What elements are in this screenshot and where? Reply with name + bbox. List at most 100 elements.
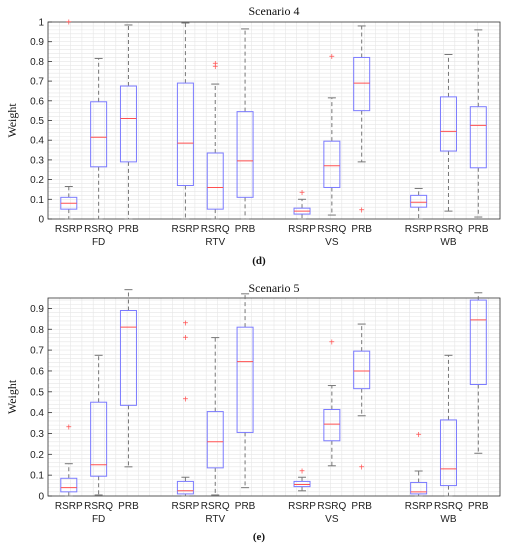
box-body bbox=[236, 326, 254, 433]
box-body bbox=[60, 477, 78, 493]
x-tick-label: RSRP bbox=[405, 224, 433, 235]
y-tick-label: 0.4 bbox=[30, 136, 44, 147]
x-tick-label: PRB bbox=[118, 501, 139, 512]
box-body bbox=[410, 481, 428, 495]
y-tick-label: 1 bbox=[38, 18, 44, 29]
box-body bbox=[176, 480, 194, 495]
box-body bbox=[410, 194, 428, 208]
box-body bbox=[439, 96, 457, 152]
box-vs-prb: + bbox=[353, 25, 371, 217]
y-tick-label: 0 bbox=[38, 492, 44, 503]
outlier-marker: + bbox=[212, 62, 218, 73]
y-tick-label: 0.5 bbox=[30, 387, 44, 398]
box-fd-rsrp: + bbox=[60, 423, 78, 497]
y-axis-label: Weight bbox=[5, 379, 19, 414]
chart-title: Scenario 5 bbox=[249, 281, 300, 295]
outlier-marker: + bbox=[182, 333, 188, 344]
x-tick-label: RSRQ bbox=[434, 501, 463, 512]
x-tick-label: PRB bbox=[468, 224, 489, 235]
box-wb-rsrp bbox=[410, 187, 428, 220]
box-vs-rsrp: + bbox=[293, 466, 311, 492]
x-tick-label: RSRP bbox=[55, 501, 83, 512]
box-body bbox=[119, 310, 137, 406]
x-tick-label: RSRQ bbox=[84, 501, 113, 512]
group-label: RTV bbox=[205, 514, 225, 525]
box-vs-rsrp: + bbox=[293, 188, 311, 220]
chart-title: Scenario 4 bbox=[249, 4, 300, 18]
outlier-marker: + bbox=[182, 395, 188, 406]
outlier-marker: + bbox=[182, 319, 188, 330]
box-rtv-rsrq: ++ bbox=[206, 59, 224, 220]
x-tick-label: RSRP bbox=[405, 501, 433, 512]
box-rtv-rsrq bbox=[206, 337, 224, 496]
box-fd-rsrq bbox=[90, 354, 108, 496]
outlier-marker: + bbox=[299, 466, 305, 477]
outlier-marker: + bbox=[212, 59, 218, 70]
box-wb-prb bbox=[469, 292, 487, 454]
group-label: WB bbox=[440, 514, 456, 525]
box-body bbox=[90, 401, 108, 477]
y-axis-label: Weight bbox=[5, 103, 19, 138]
box-rtv-prb bbox=[236, 28, 254, 220]
box-wb-rsrp: + bbox=[410, 430, 428, 497]
box-vs-rsrq: + bbox=[323, 337, 341, 467]
box-rtv-prb bbox=[236, 293, 254, 489]
panel-label: (d) bbox=[252, 255, 266, 267]
outlier-marker: + bbox=[66, 18, 72, 29]
box-body bbox=[206, 411, 224, 469]
grid bbox=[47, 298, 501, 497]
outlier-marker: + bbox=[416, 430, 422, 441]
x-tick-label: RSRQ bbox=[201, 501, 230, 512]
y-tick-label: 0.9 bbox=[30, 304, 44, 315]
box-vs-prb: + bbox=[353, 323, 371, 473]
box-wb-prb bbox=[469, 29, 487, 218]
group-label: RTV bbox=[205, 237, 225, 248]
x-tick-label: PRB bbox=[351, 224, 372, 235]
y-tick-label: 0.7 bbox=[30, 77, 44, 88]
box-fd-prb bbox=[119, 24, 137, 220]
y-tick-label: 0.6 bbox=[30, 366, 44, 377]
x-tick-label: RSRQ bbox=[434, 224, 463, 235]
box-body bbox=[323, 140, 341, 188]
group-label: FD bbox=[92, 514, 105, 525]
box-body bbox=[90, 101, 108, 168]
box-body bbox=[323, 409, 341, 442]
x-tick-label: RSRQ bbox=[317, 501, 346, 512]
y-tick-label: 0.1 bbox=[30, 195, 44, 206]
x-tick-label: RSRP bbox=[55, 224, 83, 235]
outlier-marker: + bbox=[66, 423, 72, 434]
x-tick-label: PRB bbox=[235, 501, 256, 512]
y-tick-label: 0.2 bbox=[30, 450, 44, 461]
outlier-marker: + bbox=[299, 188, 305, 199]
y-tick-label: 0.3 bbox=[30, 429, 44, 440]
box-body bbox=[439, 419, 457, 487]
y-tick-label: 0 bbox=[38, 215, 44, 226]
panel-scenario-4: 0 0.1 0.2 0.3 0.4 0.5 0.6 0.7 0.8 0.9 1 Scenario 4 W… bbox=[5, 4, 501, 267]
x-tick-label: RSRP bbox=[288, 501, 316, 512]
y-tick-label: 0.2 bbox=[30, 175, 44, 186]
y-tick-label: 0.6 bbox=[30, 96, 44, 107]
x-tick-label: PRB bbox=[118, 224, 139, 235]
y-tick-label: 0.7 bbox=[30, 346, 44, 357]
x-tick-label: RSRP bbox=[172, 501, 200, 512]
panel-label: (e) bbox=[253, 531, 266, 543]
x-tick-label: RSRQ bbox=[317, 224, 346, 235]
box-body bbox=[469, 299, 487, 385]
box-fd-prb bbox=[119, 289, 137, 468]
box-wb-rsrq bbox=[439, 54, 457, 212]
outlier-marker: + bbox=[329, 337, 335, 348]
y-tick-label: 0.9 bbox=[30, 37, 44, 48]
box-body bbox=[176, 82, 194, 187]
x-tick-label: RSRQ bbox=[84, 224, 113, 235]
box-body bbox=[206, 152, 224, 210]
outlier-marker: + bbox=[329, 52, 335, 63]
outlier-marker: + bbox=[359, 206, 365, 217]
group-label: VS bbox=[325, 237, 339, 248]
box-rtv-rsrp bbox=[176, 22, 194, 220]
plot-frame bbox=[47, 297, 501, 497]
y-tick-label: 0.8 bbox=[30, 325, 44, 336]
box-vs-rsrq: + bbox=[323, 52, 341, 216]
box-fd-rsrq bbox=[90, 57, 108, 220]
x-tick-label: PRB bbox=[235, 224, 256, 235]
box-wb-rsrq bbox=[439, 354, 457, 497]
